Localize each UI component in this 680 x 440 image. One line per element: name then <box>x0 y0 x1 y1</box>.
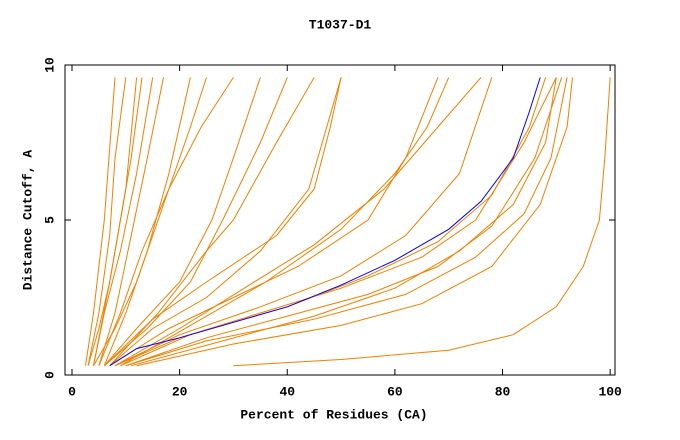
curve <box>98 77 234 366</box>
x-axis-label: Percent of Residues (CA) <box>240 407 427 422</box>
curve <box>109 77 439 367</box>
x-tick-label: 80 <box>495 384 511 399</box>
curve <box>233 77 611 367</box>
curve <box>87 77 127 366</box>
y-tick-label: 10 <box>42 57 57 73</box>
curve <box>125 77 568 367</box>
curve <box>114 77 482 367</box>
curve <box>93 77 154 366</box>
curve <box>103 77 342 367</box>
curve <box>103 77 261 367</box>
x-tick-label: 100 <box>598 384 622 399</box>
curve <box>103 77 191 366</box>
curve <box>109 77 315 367</box>
curve <box>131 77 557 367</box>
curve <box>109 77 342 367</box>
curve <box>136 77 573 367</box>
curve <box>85 77 116 366</box>
y-tick-label: 5 <box>42 216 57 224</box>
chart-title: T1037-D1 <box>309 17 372 32</box>
curve <box>120 77 450 367</box>
x-tick-label: 0 <box>68 384 76 399</box>
curve <box>98 77 164 366</box>
curve <box>120 77 547 367</box>
curve <box>93 77 138 366</box>
curve <box>125 77 563 367</box>
y-tick-label: 0 <box>42 371 57 379</box>
x-tick-label: 20 <box>172 384 188 399</box>
curve <box>109 77 541 367</box>
x-tick-label: 40 <box>279 384 295 399</box>
x-tick-label: 60 <box>387 384 403 399</box>
curve <box>114 77 493 367</box>
y-axis-label: Distance Cutoff, A <box>20 150 35 291</box>
